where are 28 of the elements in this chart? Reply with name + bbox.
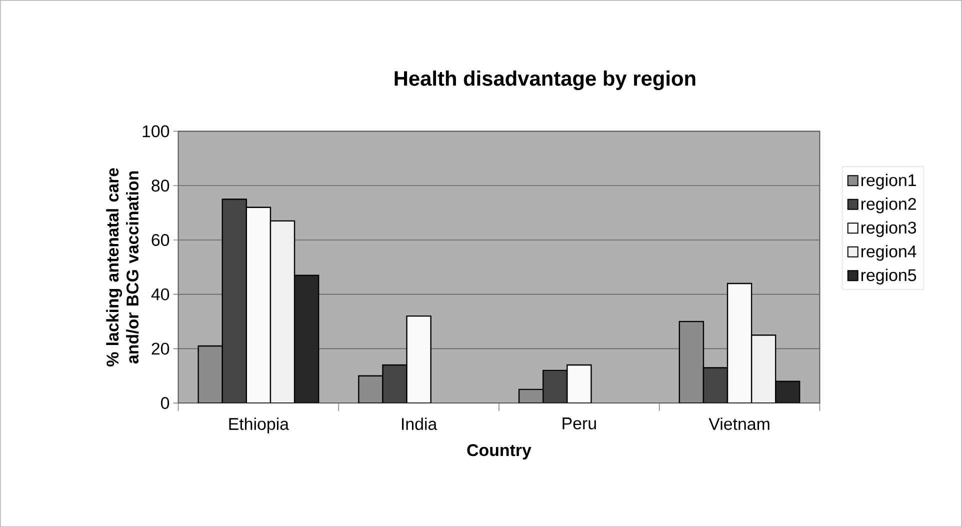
y-tick-label: 60 (152, 234, 170, 246)
legend-label: region4 (861, 244, 916, 261)
bar (702, 366, 728, 403)
bar (222, 198, 248, 403)
y-axis-title: % lacking antenatal care and/or BCG vaccination (106, 168, 139, 366)
legend-label: region5 (861, 268, 916, 284)
bar (198, 345, 223, 403)
x-tick-label: Ethiopia (229, 417, 290, 434)
legend-label: region2 (861, 197, 916, 214)
bar (775, 380, 800, 403)
x-tick-label: India (402, 417, 438, 430)
legend-label: region1 (861, 174, 916, 190)
bar (542, 370, 568, 403)
bar (566, 364, 592, 403)
y-tick-label: 40 (151, 288, 170, 300)
bar (406, 315, 432, 403)
bar (294, 274, 320, 403)
y-tick-label: 0 (160, 396, 170, 409)
bar (678, 320, 704, 403)
x-tick-label: Vietnam (708, 417, 770, 430)
x-axis-title: Country (467, 444, 532, 460)
y-tick-label: 100 (142, 125, 170, 138)
legend-label: region3 (861, 221, 916, 237)
bar (382, 364, 408, 403)
y-tick-label: 80 (152, 179, 170, 192)
chart-title: Health disadvantage by region (394, 70, 696, 90)
y-tick-label: 20 (152, 342, 170, 355)
x-tick-label: Peru (562, 417, 596, 430)
